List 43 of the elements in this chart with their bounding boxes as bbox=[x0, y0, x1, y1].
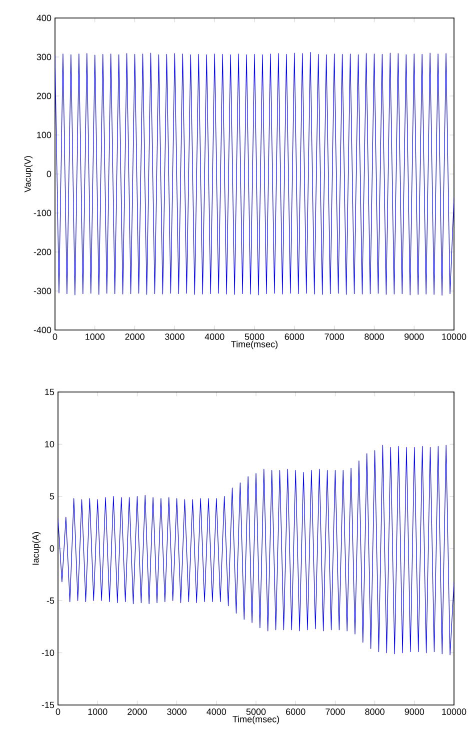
y-tick-label: 0 bbox=[50, 545, 54, 552]
y-tick-label: -100 bbox=[34, 210, 52, 216]
x-tick-label: 5000 bbox=[244, 334, 264, 340]
x-tick-label: 0 bbox=[56, 708, 60, 715]
y-tick-label: 100 bbox=[37, 132, 52, 138]
x-axis-title: Time(msec) bbox=[231, 340, 278, 350]
y-tick-label: 200 bbox=[36, 92, 52, 100]
y-tick-label: -300 bbox=[34, 288, 52, 294]
y-tick-label: 400 bbox=[36, 14, 52, 22]
x-tick-label: 4000 bbox=[206, 708, 226, 715]
y-tick-label: 15 bbox=[45, 388, 54, 396]
x-tick-label: 9000 bbox=[404, 708, 424, 715]
line-series bbox=[58, 444, 454, 656]
line-series bbox=[55, 52, 454, 296]
x-tick-label: 8000 bbox=[364, 334, 384, 340]
y-tick-label: -10 bbox=[42, 650, 54, 656]
x-tick-label: 3000 bbox=[165, 334, 184, 340]
x-tick-label: 7000 bbox=[326, 708, 345, 715]
y-tick-label: 300 bbox=[36, 54, 52, 60]
y-tick-label: -5 bbox=[46, 598, 54, 604]
y-axis-title: Iacup(A) bbox=[32, 532, 41, 565]
x-tick-label: 10000 bbox=[442, 334, 466, 340]
y-tick-label: 5 bbox=[50, 493, 54, 500]
x-tick-label: 3000 bbox=[167, 708, 186, 715]
y-axis-title: Vacup(V) bbox=[24, 156, 33, 192]
x-tick-label: 7000 bbox=[324, 334, 344, 340]
y-tick-label: -15 bbox=[42, 702, 54, 708]
x-tick-label: 10000 bbox=[442, 708, 466, 715]
x-tick-label: 1000 bbox=[86, 334, 105, 340]
y-tick-label: 0 bbox=[46, 170, 52, 178]
x-tick-label: 6000 bbox=[284, 334, 304, 340]
x-tick-label: 5000 bbox=[246, 708, 266, 715]
x-tick-label: 4000 bbox=[204, 334, 224, 340]
y-tick-label: -200 bbox=[34, 248, 52, 256]
y-tick-label: -400 bbox=[34, 326, 52, 334]
x-tick-label: 1000 bbox=[88, 708, 108, 715]
y-tick-label: 10 bbox=[45, 440, 54, 448]
x-tick-label: 6000 bbox=[286, 708, 306, 715]
x-tick-label: 8000 bbox=[365, 708, 384, 715]
x-axis-title: Time(msec) bbox=[232, 716, 280, 724]
x-tick-label: 2000 bbox=[125, 334, 144, 340]
x-tick-label: 9000 bbox=[404, 334, 424, 340]
x-tick-label: 2000 bbox=[128, 708, 147, 715]
